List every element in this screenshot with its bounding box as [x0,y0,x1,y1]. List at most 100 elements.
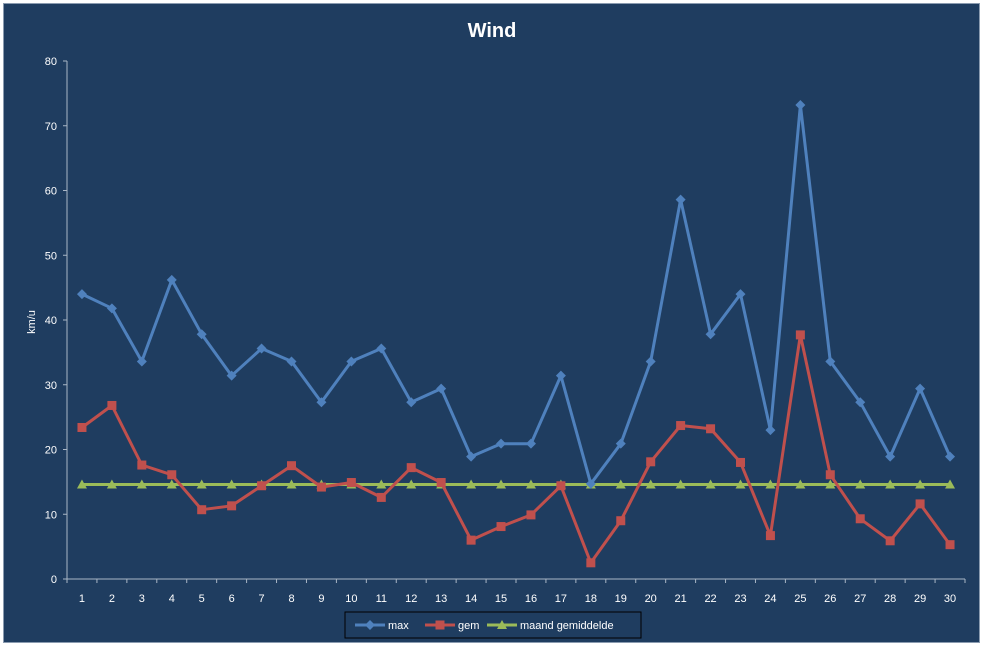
data-point [136,479,147,489]
data-point [825,470,835,480]
x-tick-label: 9 [318,593,324,605]
x-tick-label: 2 [109,593,115,605]
data-point [256,343,267,354]
legend-swatch-marker [365,620,375,630]
x-tick-label: 29 [914,593,926,605]
data-point [945,451,956,462]
x-tick-label: 1 [79,593,85,605]
data-point [406,463,416,473]
data-point [915,383,926,394]
data-point [466,451,477,462]
data-point [945,479,956,489]
data-point [855,397,866,408]
data-point [166,274,177,285]
data-point [526,510,536,520]
data-point [346,478,356,488]
data-point [646,457,656,467]
x-tick-label: 7 [259,593,265,605]
x-tick-label: 25 [794,593,806,605]
data-point [795,330,805,340]
x-tick-label: 14 [465,593,477,605]
data-point [915,479,926,489]
series-max [76,100,956,489]
data-point [136,356,147,367]
legend-label: max [388,620,409,632]
data-point [227,501,237,511]
legend-swatch-marker [435,620,445,630]
data-point [555,370,566,381]
data-point [885,536,895,546]
legend-entry: max [355,620,409,632]
y-tick-label: 0 [51,574,57,586]
data-point [496,438,507,449]
data-point [615,438,626,449]
data-point [855,479,866,489]
data-point [76,479,87,489]
x-tick-label: 5 [199,593,205,605]
x-tick-label: 10 [345,593,357,605]
data-point [106,479,117,489]
chart-title: Wind [468,20,517,42]
x-tick-label: 27 [854,593,866,605]
legend-label: maand gemiddelde [520,620,614,632]
data-point [765,479,776,489]
data-point [196,329,207,340]
y-tick-label: 20 [45,445,57,457]
x-tick-label: 6 [229,593,235,605]
data-point [286,479,297,489]
data-point [466,535,476,545]
legend: max gem maand gemiddelde [344,611,642,639]
legend-entry: maand gemiddelde [487,620,614,632]
data-point [257,481,267,491]
data-point [496,522,506,532]
y-tick-label: 10 [45,509,57,521]
data-point [137,460,147,470]
data-point [197,505,207,515]
data-point [376,479,387,489]
data-point [436,478,446,488]
x-tick-label: 17 [555,593,567,605]
x-tick-label: 15 [495,593,507,605]
legend-label: gem [458,620,479,632]
data-point [496,479,507,489]
x-tick-label: 18 [585,593,597,605]
data-point [705,479,716,489]
x-tick-label: 16 [525,593,537,605]
x-tick-label: 11 [376,593,387,605]
data-point [436,383,447,394]
data-point [825,356,836,367]
data-point [226,479,237,489]
x-tick-label: 28 [884,593,896,605]
data-point [615,479,626,489]
chart-frame [3,3,980,643]
data-point [765,425,776,436]
data-point [316,482,326,492]
data-point [76,289,87,300]
data-point [196,479,207,489]
data-point [705,329,716,340]
data-point [676,421,686,431]
data-point [706,424,716,434]
data-point [885,451,896,462]
data-point [855,514,865,524]
data-point [645,479,656,489]
x-tick-label: 21 [675,593,687,605]
data-point [585,478,596,489]
data-point [406,479,417,489]
legend-entry: gem [425,620,479,632]
x-tick-label: 4 [169,593,175,605]
y-tick-label: 70 [45,121,57,133]
data-point [167,470,177,480]
data-point [77,422,87,432]
series-line [81,333,952,565]
data-point [885,479,896,489]
data-point [525,438,536,449]
data-point [226,370,237,381]
x-tick-label: 26 [824,593,836,605]
data-point [795,100,806,111]
x-tick-label: 23 [734,593,746,605]
data-point [945,540,955,550]
data-point [735,289,746,300]
data-point [765,531,775,541]
data-point [346,356,357,367]
